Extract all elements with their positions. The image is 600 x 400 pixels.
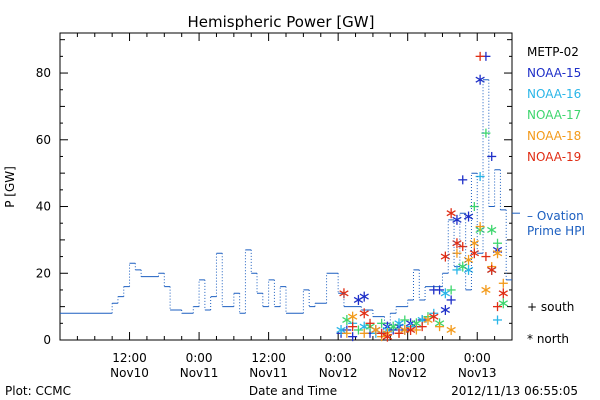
x-tick-label: 12:00 [390, 351, 425, 365]
y-tick-label: 0 [43, 333, 51, 347]
data-point-south [498, 278, 508, 288]
x-tick-label: Nov11 [249, 366, 288, 380]
data-point-south [353, 325, 363, 335]
data-point-south [475, 51, 485, 61]
legend-entry: NOAA-17 [527, 108, 581, 122]
data-point-north [405, 324, 416, 335]
data-point-north [498, 298, 508, 309]
x-tick-label: 0:00 [464, 351, 491, 365]
plot-timestamp: 2012/11/13 06:55:05 [451, 384, 578, 398]
x-tick-label: 12:00 [112, 351, 147, 365]
data-point-north [336, 324, 346, 335]
y-tick-label: 40 [36, 200, 51, 214]
data-point-north [429, 311, 439, 322]
data-point-north [347, 311, 358, 322]
data-point-north [440, 251, 451, 262]
data-point-south [342, 328, 352, 338]
y-tick-label: 80 [36, 66, 51, 80]
chart-title: Hemispheric Power [GW] [188, 13, 375, 31]
data-point-south [493, 315, 503, 325]
x-tick-label: Nov10 [110, 366, 149, 380]
data-point-north [487, 224, 497, 235]
data-point-south [348, 332, 358, 342]
data-point-south [365, 318, 375, 328]
data-point-south [446, 295, 456, 305]
legend-entry: METP-02 [527, 45, 579, 59]
data-point-south [446, 285, 456, 295]
data-point-south [359, 328, 369, 338]
x-tick-label: 0:00 [325, 351, 352, 365]
x-axis-label: Date and Time [249, 384, 337, 398]
data-point-south [452, 265, 462, 275]
legend-entry: NOAA-16 [527, 87, 581, 101]
satellite-markers [336, 51, 508, 342]
data-point-north [371, 324, 381, 335]
y-axis-label: P [GW] [3, 166, 17, 208]
marker-legend-entry: + south [527, 300, 574, 314]
data-point-south [487, 151, 497, 161]
data-point-north [359, 308, 369, 319]
x-tick-label: Nov11 [180, 366, 219, 380]
data-point-north [359, 291, 369, 302]
legend: METP-02 NOAA-15 NOAA-16 NOAA-17 NOAA-18 NOAA-… [512, 45, 585, 346]
data-point-south [458, 175, 468, 185]
data-point-north [388, 321, 398, 332]
legend-entry: NOAA-15 [527, 66, 581, 80]
data-point-north [382, 331, 393, 342]
x-tick-label: Nov12 [319, 366, 358, 380]
data-point-north [481, 284, 491, 295]
ovation-prime-hpi-line [60, 79, 512, 324]
plot-source-label: Plot: CCMC [5, 384, 71, 398]
x-tick-label: 12:00 [251, 351, 286, 365]
data-point-south [411, 325, 421, 335]
data-point-south [348, 322, 358, 332]
x-tick-label: 0:00 [186, 351, 213, 365]
data-point-north [446, 324, 456, 335]
x-axis-ticks: 12:00Nov100:00Nov1112:00Nov110:00Nov1212… [59, 33, 513, 380]
data-point-north [498, 288, 508, 299]
legend-entry: NOAA-18 [527, 129, 581, 143]
data-point-south [481, 252, 491, 262]
data-point-south [435, 285, 445, 295]
data-point-south [493, 238, 503, 248]
y-tick-label: 20 [36, 266, 51, 280]
y-axis-ticks: 0 20 40 60 80 [36, 39, 512, 347]
data-point-north [487, 264, 497, 275]
data-point-south [435, 322, 445, 332]
legend-ovation-label: Prime HPI [527, 224, 585, 238]
data-point-north [440, 288, 451, 299]
data-point-north [492, 248, 503, 259]
data-point-north [446, 208, 456, 219]
data-point-south [493, 302, 503, 312]
data-point-south [394, 328, 404, 338]
data-point-north [440, 304, 451, 315]
data-point-south [400, 315, 410, 325]
y-tick-label: 60 [36, 133, 51, 147]
data-point-south [377, 328, 387, 338]
x-tick-label: Nov13 [458, 366, 497, 380]
legend-entry: NOAA-19 [527, 150, 581, 164]
marker-legend-entry: * north [527, 332, 569, 346]
data-point-south [417, 322, 427, 332]
x-tick-label: Nov12 [388, 366, 427, 380]
legend-ovation-label: – Ovation [527, 209, 584, 223]
data-point-north [353, 294, 364, 305]
data-point-south [475, 222, 485, 232]
